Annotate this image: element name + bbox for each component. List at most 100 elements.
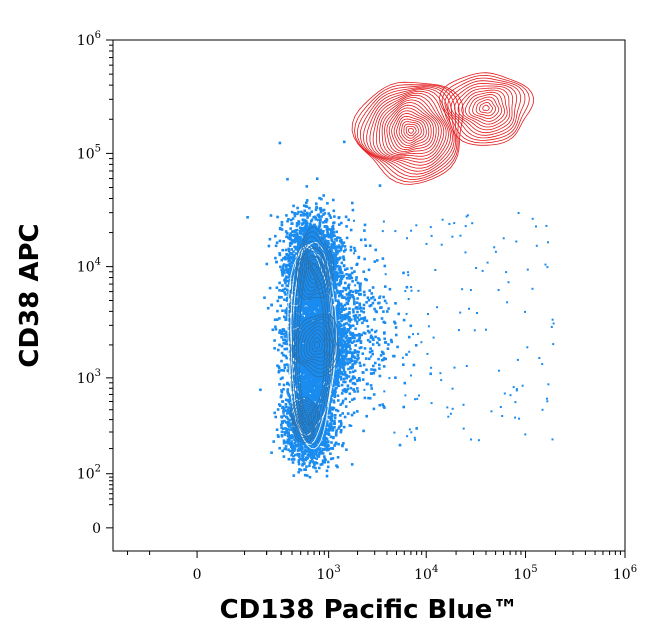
event-dot: [320, 256, 323, 260]
event-dot: [290, 328, 293, 331]
event-dot: [287, 249, 291, 253]
event-dot: [284, 309, 287, 312]
event-dot: [285, 356, 288, 360]
event-dot: [358, 346, 362, 350]
event-dot: [278, 343, 281, 347]
event-dot: [295, 224, 299, 228]
event-dot: [296, 373, 300, 376]
event-dot: [322, 213, 325, 216]
event-dot: [303, 299, 306, 303]
event-dot: [312, 275, 315, 278]
event-dot: [332, 209, 336, 213]
event-dot: [316, 304, 320, 308]
event-dot: [325, 305, 328, 309]
event-dot: [310, 210, 313, 213]
event-dot: [287, 284, 290, 288]
event-dot: [275, 260, 278, 264]
event-dot: [290, 261, 294, 264]
event-dot: [338, 325, 341, 329]
event-dot: [280, 228, 284, 231]
event-dot: [327, 270, 330, 274]
event-dot: [336, 252, 339, 255]
event-dot: [324, 327, 327, 330]
event-dot: [295, 363, 298, 366]
event-dot: [348, 277, 351, 280]
event-dot: [349, 347, 352, 351]
event-dot: [279, 304, 282, 308]
event-dot: [345, 335, 349, 338]
event-dot: [320, 268, 324, 272]
event-dot: [319, 218, 322, 221]
event-dot: [328, 253, 332, 256]
event-dot: [336, 317, 339, 321]
event-dot: [296, 241, 300, 244]
event-dot: [302, 263, 305, 267]
event-dot: [299, 332, 302, 336]
event-dot: [314, 208, 318, 212]
event-dot: [307, 279, 310, 282]
event-dot: [303, 336, 307, 340]
event-dot: [286, 297, 289, 300]
event-dot: [334, 275, 338, 279]
event-dot: [339, 327, 343, 331]
event-dot: [303, 316, 306, 320]
event-dot: [275, 241, 279, 244]
event-dot: [298, 348, 301, 351]
event-dot: [274, 328, 278, 331]
event-dot: [310, 383, 313, 387]
event-dot: [346, 344, 349, 347]
event-dot: [288, 242, 292, 245]
event-dot: [286, 256, 290, 259]
event-dot: [300, 303, 304, 306]
event-dot: [309, 381, 313, 385]
event-dot: [292, 377, 296, 381]
event-dot: [339, 336, 343, 340]
event-dot: [333, 388, 337, 391]
event-dot: [326, 328, 329, 331]
event-dot: [345, 376, 348, 380]
event-dot: [285, 342, 289, 346]
event-dot: [305, 205, 309, 208]
event-dot: [287, 260, 290, 263]
event-dot: [335, 278, 339, 282]
event-dot: [296, 262, 299, 266]
event-dot: [358, 361, 362, 365]
event-dot: [312, 294, 316, 297]
event-dot: [304, 240, 308, 243]
event-dot: [286, 291, 290, 294]
event-dot: [340, 341, 344, 345]
event-dot: [324, 220, 328, 224]
event-dot: [346, 267, 349, 270]
event-dot: [337, 275, 340, 278]
event-dot: [318, 222, 322, 225]
event-dot: [312, 244, 315, 247]
event-dot: [319, 253, 323, 256]
event-dot: [305, 233, 308, 237]
event-dot: [282, 240, 285, 243]
event-dot: [333, 380, 337, 383]
event-dot: [324, 240, 328, 244]
event-dot: [311, 252, 315, 255]
event-dot: [333, 381, 337, 385]
event-dot: [278, 281, 281, 285]
event-dot: [282, 383, 286, 387]
event-dot: [319, 207, 323, 210]
event-dot: [329, 228, 333, 231]
event-dot: [335, 271, 338, 274]
event-dot: [298, 299, 301, 303]
event-dot: [293, 312, 296, 315]
event-dot: [332, 337, 335, 340]
event-dot: [298, 292, 302, 296]
event-dot: [282, 328, 285, 331]
event-dot: [277, 370, 281, 374]
event-dot: [294, 235, 298, 239]
event-dot: [353, 349, 357, 352]
event-dot: [341, 290, 344, 293]
event-dot: [318, 228, 322, 232]
event-dot: [335, 379, 339, 383]
event-dot: [306, 318, 309, 322]
event-dot: [320, 296, 324, 300]
event-dot: [274, 325, 277, 329]
event-dot: [324, 304, 327, 307]
event-dot: [332, 221, 336, 224]
